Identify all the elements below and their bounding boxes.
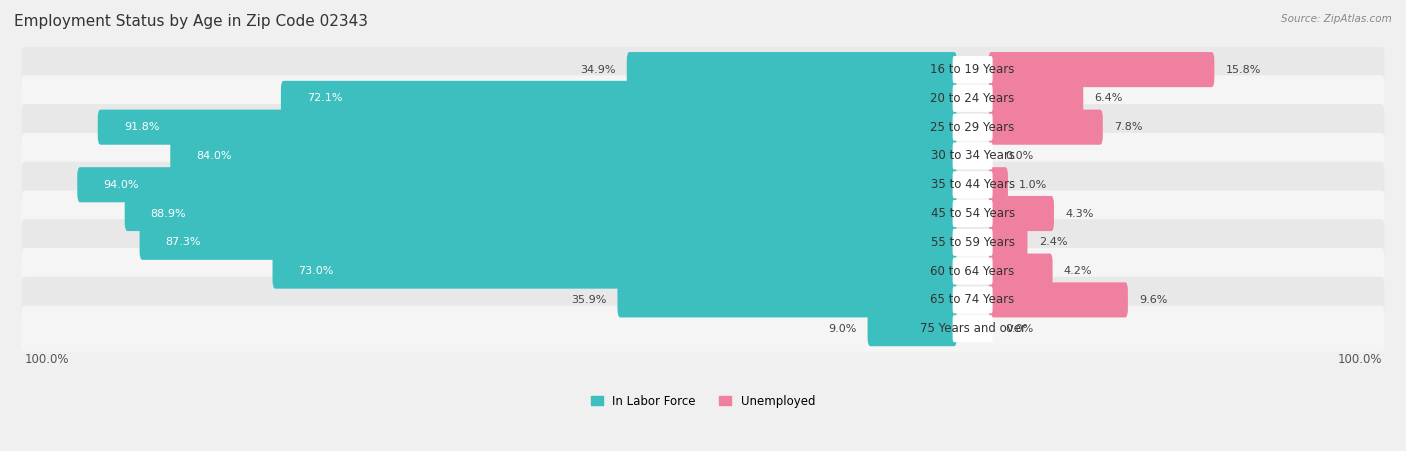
FancyBboxPatch shape bbox=[953, 143, 993, 170]
Text: 15.8%: 15.8% bbox=[1226, 64, 1261, 74]
FancyBboxPatch shape bbox=[21, 219, 1385, 265]
Text: 7.8%: 7.8% bbox=[1114, 122, 1143, 132]
Text: 72.1%: 72.1% bbox=[307, 93, 343, 103]
FancyBboxPatch shape bbox=[988, 253, 1053, 289]
FancyBboxPatch shape bbox=[953, 315, 993, 342]
Text: 75 Years and over: 75 Years and over bbox=[920, 322, 1025, 335]
FancyBboxPatch shape bbox=[953, 258, 993, 285]
Text: 65 to 74 Years: 65 to 74 Years bbox=[931, 293, 1015, 306]
FancyBboxPatch shape bbox=[988, 282, 1128, 318]
FancyBboxPatch shape bbox=[21, 190, 1385, 236]
FancyBboxPatch shape bbox=[21, 162, 1385, 208]
Text: Employment Status by Age in Zip Code 02343: Employment Status by Age in Zip Code 023… bbox=[14, 14, 368, 28]
Text: Source: ZipAtlas.com: Source: ZipAtlas.com bbox=[1281, 14, 1392, 23]
FancyBboxPatch shape bbox=[953, 286, 993, 313]
FancyBboxPatch shape bbox=[988, 167, 1008, 202]
Text: 1.0%: 1.0% bbox=[1019, 180, 1047, 190]
Text: 87.3%: 87.3% bbox=[166, 237, 201, 247]
FancyBboxPatch shape bbox=[77, 167, 957, 202]
FancyBboxPatch shape bbox=[273, 253, 957, 289]
FancyBboxPatch shape bbox=[21, 133, 1385, 179]
Text: 35.9%: 35.9% bbox=[571, 295, 606, 305]
FancyBboxPatch shape bbox=[988, 196, 1054, 231]
Text: 100.0%: 100.0% bbox=[1337, 353, 1382, 366]
FancyBboxPatch shape bbox=[21, 306, 1385, 352]
FancyBboxPatch shape bbox=[953, 200, 993, 227]
Text: 84.0%: 84.0% bbox=[197, 151, 232, 161]
FancyBboxPatch shape bbox=[21, 75, 1385, 121]
FancyBboxPatch shape bbox=[125, 196, 957, 231]
FancyBboxPatch shape bbox=[953, 229, 993, 256]
FancyBboxPatch shape bbox=[21, 104, 1385, 150]
Text: 4.3%: 4.3% bbox=[1066, 208, 1094, 219]
FancyBboxPatch shape bbox=[953, 56, 993, 83]
Text: 100.0%: 100.0% bbox=[24, 353, 69, 366]
FancyBboxPatch shape bbox=[953, 85, 993, 112]
Text: 9.0%: 9.0% bbox=[828, 324, 856, 334]
FancyBboxPatch shape bbox=[617, 282, 957, 318]
Text: 9.6%: 9.6% bbox=[1139, 295, 1167, 305]
FancyBboxPatch shape bbox=[953, 114, 993, 141]
FancyBboxPatch shape bbox=[139, 225, 957, 260]
Text: 0.0%: 0.0% bbox=[1005, 324, 1033, 334]
Text: 35 to 44 Years: 35 to 44 Years bbox=[931, 178, 1015, 191]
FancyBboxPatch shape bbox=[988, 110, 1102, 145]
FancyBboxPatch shape bbox=[988, 52, 1215, 87]
FancyBboxPatch shape bbox=[988, 225, 1028, 260]
Text: 16 to 19 Years: 16 to 19 Years bbox=[931, 63, 1015, 76]
FancyBboxPatch shape bbox=[21, 46, 1385, 92]
Text: 88.9%: 88.9% bbox=[150, 208, 187, 219]
Text: 34.9%: 34.9% bbox=[581, 64, 616, 74]
Text: 30 to 34 Years: 30 to 34 Years bbox=[931, 149, 1015, 162]
Text: 0.0%: 0.0% bbox=[1005, 151, 1033, 161]
FancyBboxPatch shape bbox=[98, 110, 957, 145]
FancyBboxPatch shape bbox=[281, 81, 957, 116]
Text: 73.0%: 73.0% bbox=[298, 266, 335, 276]
Text: 94.0%: 94.0% bbox=[103, 180, 139, 190]
FancyBboxPatch shape bbox=[953, 171, 993, 198]
FancyBboxPatch shape bbox=[21, 277, 1385, 323]
Text: 45 to 54 Years: 45 to 54 Years bbox=[931, 207, 1015, 220]
FancyBboxPatch shape bbox=[988, 81, 1083, 116]
Text: 6.4%: 6.4% bbox=[1094, 93, 1123, 103]
FancyBboxPatch shape bbox=[21, 248, 1385, 294]
Legend: In Labor Force, Unemployed: In Labor Force, Unemployed bbox=[591, 395, 815, 408]
Text: 60 to 64 Years: 60 to 64 Years bbox=[931, 265, 1015, 277]
Text: 55 to 59 Years: 55 to 59 Years bbox=[931, 236, 1015, 249]
Text: 91.8%: 91.8% bbox=[124, 122, 159, 132]
Text: 20 to 24 Years: 20 to 24 Years bbox=[931, 92, 1015, 105]
Text: 4.2%: 4.2% bbox=[1064, 266, 1092, 276]
Text: 2.4%: 2.4% bbox=[1039, 237, 1067, 247]
FancyBboxPatch shape bbox=[170, 138, 957, 174]
FancyBboxPatch shape bbox=[627, 52, 957, 87]
Text: 25 to 29 Years: 25 to 29 Years bbox=[931, 121, 1015, 133]
FancyBboxPatch shape bbox=[868, 311, 957, 346]
